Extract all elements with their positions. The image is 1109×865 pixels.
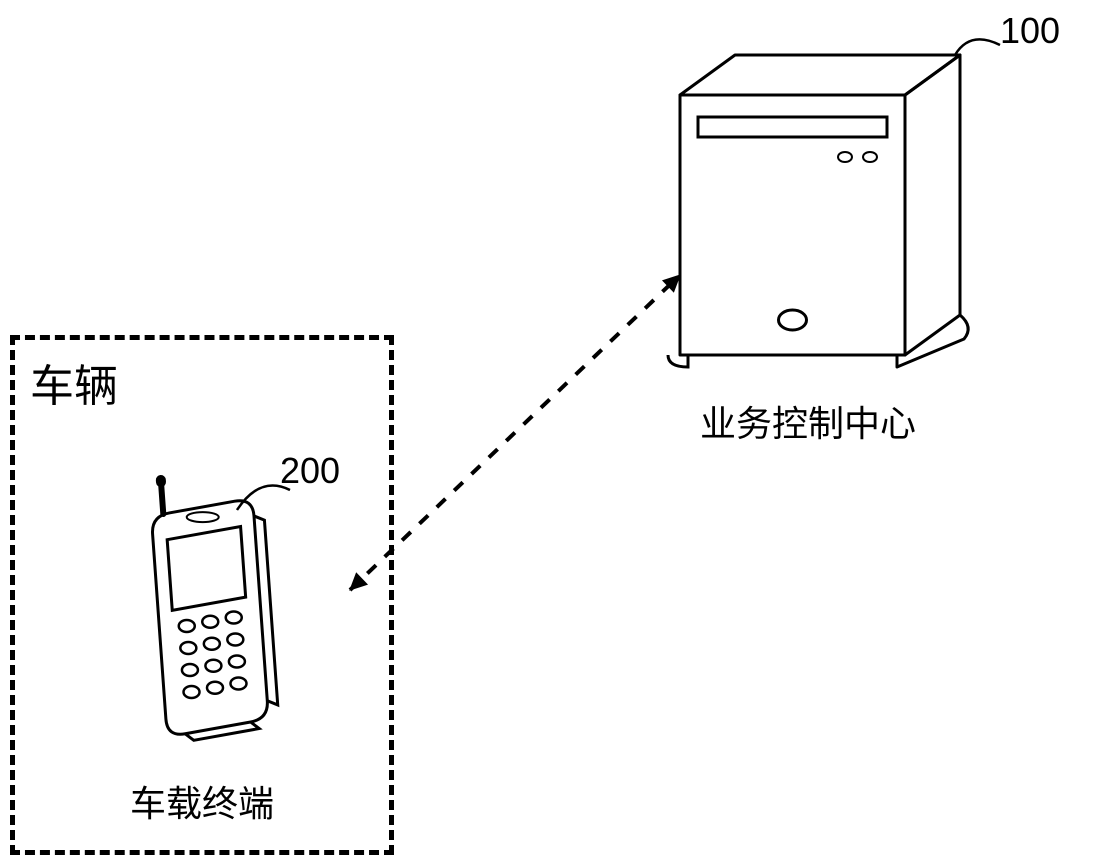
leader-lines [237,39,1000,510]
diagram-canvas: 车辆 100 200 车载终端 业务控制中心 [0,0,1109,865]
terminal-device-icon [153,480,278,740]
svg-layer [0,0,1109,865]
connection-arrow [350,275,680,590]
server-device-icon [668,55,968,367]
